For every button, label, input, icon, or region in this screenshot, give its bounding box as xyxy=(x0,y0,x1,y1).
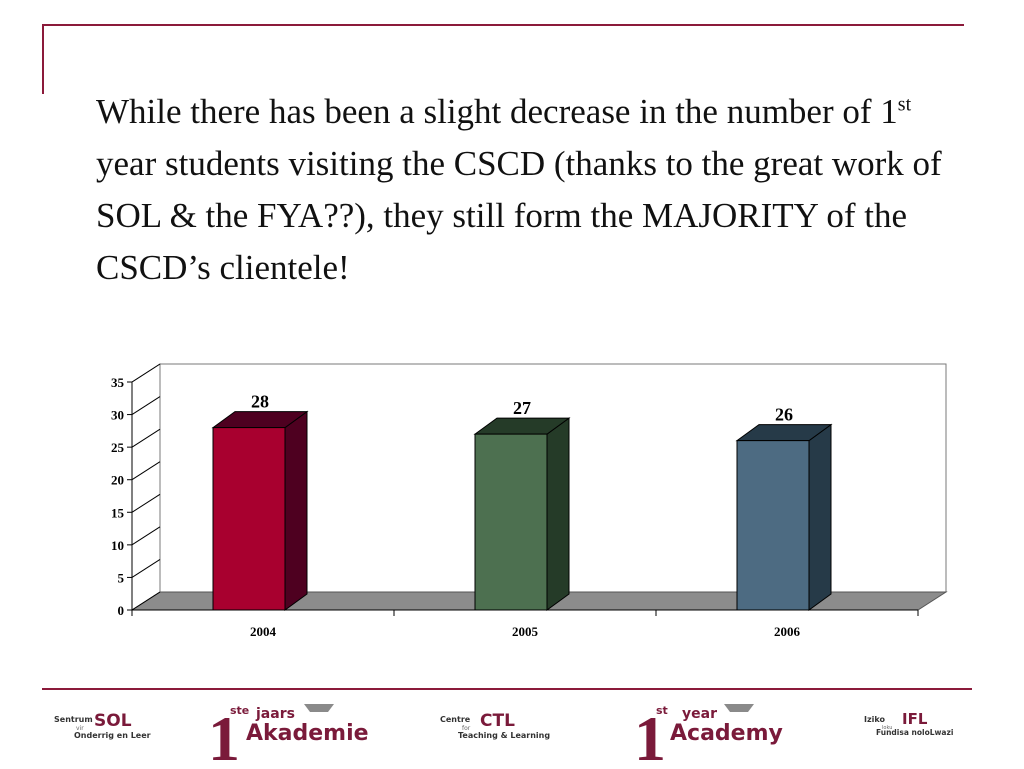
heading-superscript: st xyxy=(897,93,912,116)
logo-ctl-small: Centre xyxy=(440,715,471,724)
mortarboard-icon xyxy=(304,704,334,712)
y-tick-label: 35 xyxy=(111,375,125,390)
x-tick-label: 2006 xyxy=(774,624,801,639)
logo-ctl-line2: Teaching & Learning xyxy=(458,731,550,740)
heading-text-part2: year students visiting the CSCD (thanks … xyxy=(96,144,942,287)
logo-academy-numeral: 1 xyxy=(634,703,666,764)
logo-sol-sub: vir xyxy=(76,725,84,732)
logo-ifl-line2: Fundisa noloLwazi xyxy=(876,728,953,737)
logo-academy-sup: st xyxy=(656,704,668,717)
logo-akademie-numeral: 1 xyxy=(208,703,240,764)
slide-heading: While there has been a slight decrease i… xyxy=(96,86,956,294)
logo-ctl: Centre for CTL Teaching & Learning xyxy=(438,698,568,764)
bar-side xyxy=(284,410,308,611)
y-tick-label: 30 xyxy=(111,408,124,423)
logo-1ste-jaars-akademie: 1 ste jaars Akademie xyxy=(206,698,374,769)
slide-frame-top-rule xyxy=(42,24,964,26)
logo-ifl: Iziko loku IFL Fundisa noloLwazi xyxy=(862,698,972,764)
y-tick-label: 20 xyxy=(111,473,124,488)
y-tick-diagonal xyxy=(131,396,161,415)
x-axis: 2004 2005 2006 xyxy=(131,609,919,639)
logo-akademie-word: Akademie xyxy=(246,721,369,746)
y-tick-diagonal xyxy=(131,591,161,611)
y-tick-diagonal xyxy=(131,461,161,481)
logo-academy-word: Academy xyxy=(670,721,783,746)
bar-side xyxy=(546,417,570,611)
bar-front xyxy=(212,427,286,611)
heading-text-part1: While there has been a slight decrease i… xyxy=(96,92,898,131)
logo-akademie-top: jaars xyxy=(255,706,295,722)
logo-sol: Sentrum vir SOL Onderrig en Leer xyxy=(52,698,172,764)
bar-side xyxy=(808,423,832,611)
data-label: 27 xyxy=(513,398,531,418)
y-tick-diagonal xyxy=(131,526,161,546)
y-tick-label: 10 xyxy=(111,538,124,553)
bar-2006 xyxy=(735,423,833,611)
y-tick-label: 15 xyxy=(111,505,125,520)
logo-ctl-sub: for xyxy=(462,725,471,732)
logo-akademie-sup: ste xyxy=(230,704,249,717)
x-tick-label: 2004 xyxy=(250,624,277,639)
slide-frame-left-rule xyxy=(42,24,44,94)
logo-sol-small: Sentrum xyxy=(54,715,93,724)
bar-2005 xyxy=(473,417,571,611)
logo-sol-big: SOL xyxy=(94,711,132,731)
y-tick-diagonal xyxy=(131,559,161,578)
logo-ctl-big: CTL xyxy=(480,711,515,731)
bar-2004 xyxy=(211,410,309,611)
y-axis: 0 5 10 15 20 25 30 35 xyxy=(111,363,161,618)
footer-divider xyxy=(42,688,972,690)
logo-1st-year-academy: 1 st year Academy xyxy=(632,698,792,769)
chart-left-wall xyxy=(131,363,161,611)
logo-academy-top: year xyxy=(682,706,717,722)
y-tick-label: 25 xyxy=(111,440,125,455)
bar-front xyxy=(474,433,548,611)
y-tick-diagonal xyxy=(131,363,161,383)
logo-ifl-big: IFL xyxy=(902,710,928,728)
x-tick-label: 2005 xyxy=(512,624,539,639)
data-label: 26 xyxy=(775,405,793,425)
y-tick-label: 0 xyxy=(118,603,125,618)
bar-front xyxy=(736,440,810,611)
mortarboard-icon xyxy=(724,704,754,712)
logo-ifl-sub: loku xyxy=(882,725,892,731)
logo-sol-line2: Onderrig en Leer xyxy=(74,731,151,740)
logo-ifl-small: Iziko xyxy=(864,715,885,724)
y-tick-label: 5 xyxy=(118,570,125,585)
y-tick-diagonal xyxy=(131,493,161,513)
chart-bars: 28 27 26 xyxy=(211,392,833,611)
y-tick-diagonal xyxy=(131,428,161,448)
data-label: 28 xyxy=(251,392,269,412)
